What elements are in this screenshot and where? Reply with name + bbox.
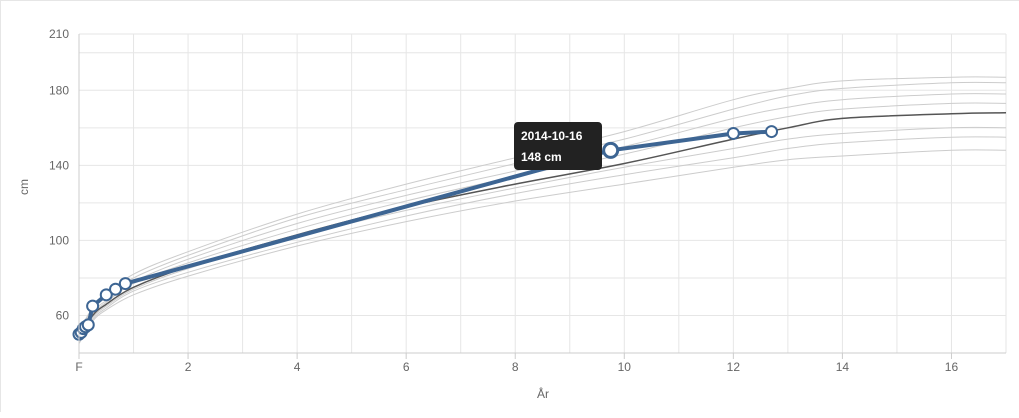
- x-tick-label: 8: [512, 360, 519, 374]
- measurement-point[interactable]: [86, 299, 100, 313]
- measurement-point[interactable]: [81, 318, 95, 332]
- measurement-point[interactable]: [765, 125, 779, 139]
- measurement-point[interactable]: [118, 277, 132, 291]
- x-tick-label: 16: [945, 360, 959, 374]
- percentile-curve: [78, 81, 1007, 333]
- measurement-point[interactable]: [109, 282, 123, 296]
- x-tick-label: F: [75, 360, 82, 374]
- x-axis-title: År: [537, 386, 549, 401]
- measured-series: [72, 125, 779, 341]
- x-tick-label: 6: [403, 360, 410, 374]
- y-tick-label: 100: [49, 233, 69, 247]
- x-tick-label: 4: [294, 360, 301, 374]
- measurement-point[interactable]: [99, 288, 113, 302]
- axes: F 2 4 6 8 10 12 14 16 60 100 140 180 210: [49, 27, 1006, 374]
- y-tick-label: 140: [49, 158, 69, 172]
- x-tick-label: 10: [618, 360, 632, 374]
- tooltip-date: 2014-10-16: [521, 129, 583, 143]
- y-tick-label: 180: [49, 83, 69, 97]
- x-tick-label: 14: [836, 360, 850, 374]
- y-axis-title: cm: [17, 179, 31, 195]
- percentile-curve: [78, 149, 1007, 344]
- x-tick-label: 2: [185, 360, 192, 374]
- tooltip-value: 148 cm: [521, 150, 562, 164]
- reference-curves: [78, 76, 1007, 344]
- percentile-curve: [78, 136, 1007, 342]
- tooltip-box: [514, 122, 602, 170]
- measured-line: [77, 129, 774, 337]
- measurement-point-highlighted[interactable]: [602, 141, 620, 159]
- percentile-curve: [78, 126, 1007, 341]
- y-tick-label: 60: [56, 308, 70, 322]
- y-tick-label: 210: [49, 27, 69, 41]
- percentile-curve: [78, 76, 1007, 331]
- measurement-point[interactable]: [726, 126, 740, 140]
- x-tick-label: 12: [727, 360, 741, 374]
- grid-lines: [78, 33, 1007, 354]
- data-tooltip: 2014-10-16 148 cm: [514, 122, 602, 170]
- median-curve: [78, 112, 1007, 339]
